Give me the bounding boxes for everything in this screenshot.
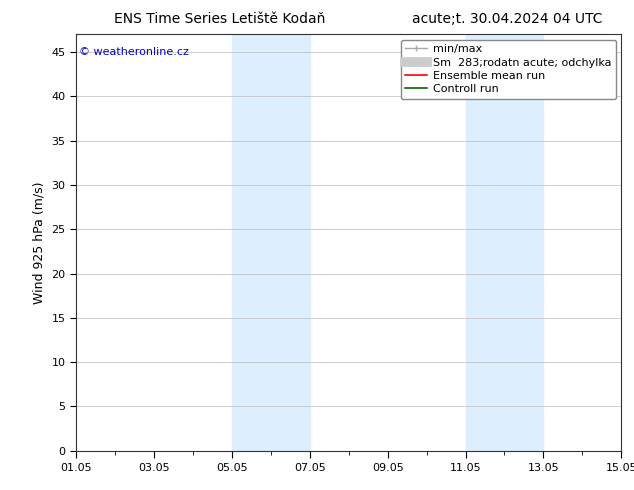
Text: ENS Time Series Letiště Kodaň: ENS Time Series Letiště Kodaň — [114, 12, 325, 26]
Text: © weatheronline.cz: © weatheronline.cz — [79, 47, 189, 57]
Text: acute;t. 30.04.2024 04 UTC: acute;t. 30.04.2024 04 UTC — [412, 12, 602, 26]
Bar — [465, 34, 543, 451]
Y-axis label: Wind 925 hPa (m/s): Wind 925 hPa (m/s) — [33, 181, 46, 304]
Legend: min/max, Sm  283;rodatn acute; odchylka, Ensemble mean run, Controll run: min/max, Sm 283;rodatn acute; odchylka, … — [401, 40, 616, 99]
Bar — [232, 34, 310, 451]
